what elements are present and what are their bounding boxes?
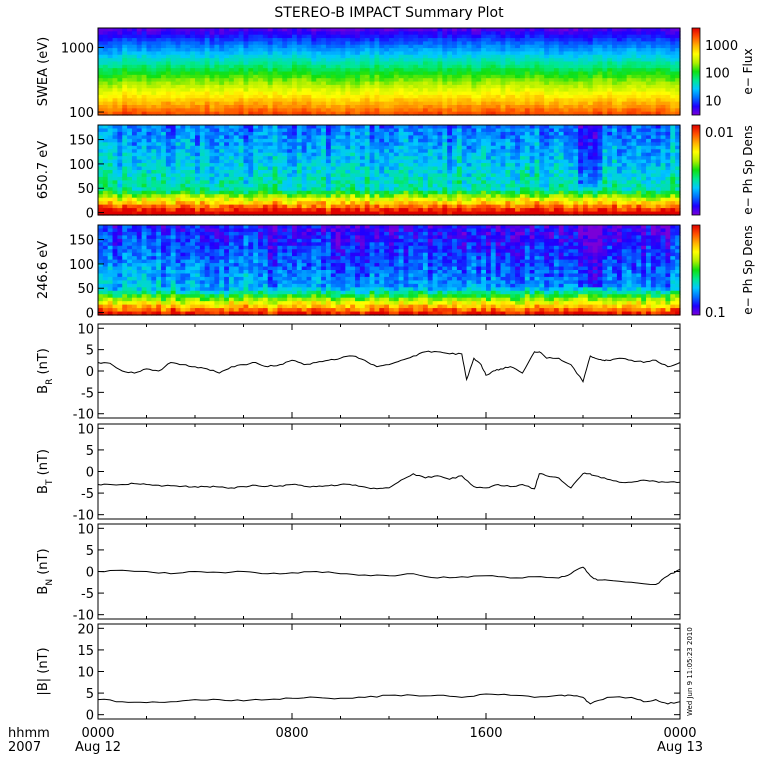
ytick-label: 5 xyxy=(86,687,94,702)
ytick-label: -10 xyxy=(73,408,94,423)
series-bt xyxy=(97,472,681,490)
colorbar-tick-label: 0.1 xyxy=(705,306,726,321)
ytick-label: 20 xyxy=(77,622,94,637)
series-bmag xyxy=(97,693,681,705)
series-br xyxy=(97,350,681,383)
time-corner-label: 2007 xyxy=(8,740,41,755)
ytick-label: 0 xyxy=(86,307,94,322)
ytick-label: 0 xyxy=(86,207,94,222)
ytick-label: 15 xyxy=(77,644,94,659)
ytick-label: 150 xyxy=(69,234,94,249)
time-tick-label: 0000 xyxy=(663,726,696,741)
time-tick-label: 0800 xyxy=(275,726,308,741)
figure-title: STEREO-B IMPACT Summary Plot xyxy=(274,5,504,21)
panel-bn: -10 -5 0 5 10 BN (nT) xyxy=(36,522,681,624)
ytick-label: 5 xyxy=(86,444,94,459)
colorbar-tick-label: 100 xyxy=(705,67,730,82)
colorbar-label-swea: e− Flux xyxy=(741,48,755,94)
panel-bt: -10 -5 0 5 10 BT (nT) xyxy=(36,422,681,524)
ylabel-pad650: 650.7 eV xyxy=(36,141,51,199)
ytick-label: -10 xyxy=(73,509,94,524)
ylabel-swea: SWEA (eV) xyxy=(36,37,51,106)
panel-pad650: 0 50 100 150 650.7 eV 0.01 e− Ph Sp Dens xyxy=(36,124,755,222)
ytick-label: 5 xyxy=(86,344,94,359)
ytick-label: 100 xyxy=(69,106,94,121)
ytick-label: 150 xyxy=(69,134,94,149)
frame-bmag xyxy=(97,623,681,720)
frame-br xyxy=(97,323,681,419)
colorbar-label-pad650: e− Ph Sp Dens xyxy=(741,125,755,214)
ytick-label: 100 xyxy=(69,158,94,173)
frame-pad650 xyxy=(97,124,681,216)
ytick-label: 0 xyxy=(86,566,94,581)
ylabel-bt: BT (nT) xyxy=(36,449,55,494)
ytick-label: -5 xyxy=(81,386,94,401)
ytick-label: 10 xyxy=(77,666,94,681)
ytick-label: 10 xyxy=(77,422,94,437)
ylabel-bn: BN (nT) xyxy=(36,548,55,594)
colorbar-tick-label: 0.01 xyxy=(705,126,734,141)
time-corner-label: hhmm xyxy=(8,726,50,741)
ytick-label: 100 xyxy=(69,258,94,273)
colorbar-label-pad246: e− Ph Sp Dens xyxy=(741,225,755,314)
ytick-label: 5 xyxy=(86,544,94,559)
ytick-label: 0 xyxy=(86,466,94,481)
ylabel-pad246: 246.6 eV xyxy=(36,241,51,299)
time-tick-date: Aug 12 xyxy=(75,740,121,755)
time-tick-date: Aug 13 xyxy=(657,740,703,755)
series-bn xyxy=(97,566,681,586)
colorbar-pad650 xyxy=(691,124,701,216)
timestamp-stamp: Wed Jun 9 11:05:23 2010 xyxy=(686,627,694,716)
ytick-label: 10 xyxy=(77,322,94,337)
ylabel-bmag: |B| (nT) xyxy=(36,647,51,695)
ytick-label: -10 xyxy=(73,609,94,624)
ytick-label: 10 xyxy=(77,522,94,537)
colorbar-swea xyxy=(691,27,701,116)
ytick-label: -5 xyxy=(81,587,94,602)
ylabel-br: BR (nT) xyxy=(36,348,55,394)
ytick-label: 50 xyxy=(77,182,94,197)
ytick-label: -5 xyxy=(81,487,94,502)
ytick-label: 0 xyxy=(86,365,94,380)
time-tick-label: 1600 xyxy=(469,726,502,741)
colorbar-tick-label: 1000 xyxy=(705,39,738,54)
colorbar-tick-label: 10 xyxy=(705,94,722,109)
frame-bt xyxy=(97,423,681,520)
ytick-label: 50 xyxy=(77,282,94,297)
colorbar-pad246 xyxy=(691,224,701,316)
frame-pad246 xyxy=(97,224,681,316)
ytick-label: 0 xyxy=(86,709,94,724)
panel-bmag: 0 5 10 15 20 |B| (nT) xyxy=(36,622,681,724)
panel-pad246: 0 50 100 150 246.6 eV 0.1 e− Ph Sp Dens xyxy=(36,224,755,322)
ytick-label: 1000 xyxy=(61,41,94,56)
frame-swea xyxy=(97,27,681,116)
panel-br: -10 -5 0 5 10 BR (nT) xyxy=(36,322,681,423)
time-tick-label: 0000 xyxy=(81,726,114,741)
frame-bn xyxy=(97,523,681,620)
